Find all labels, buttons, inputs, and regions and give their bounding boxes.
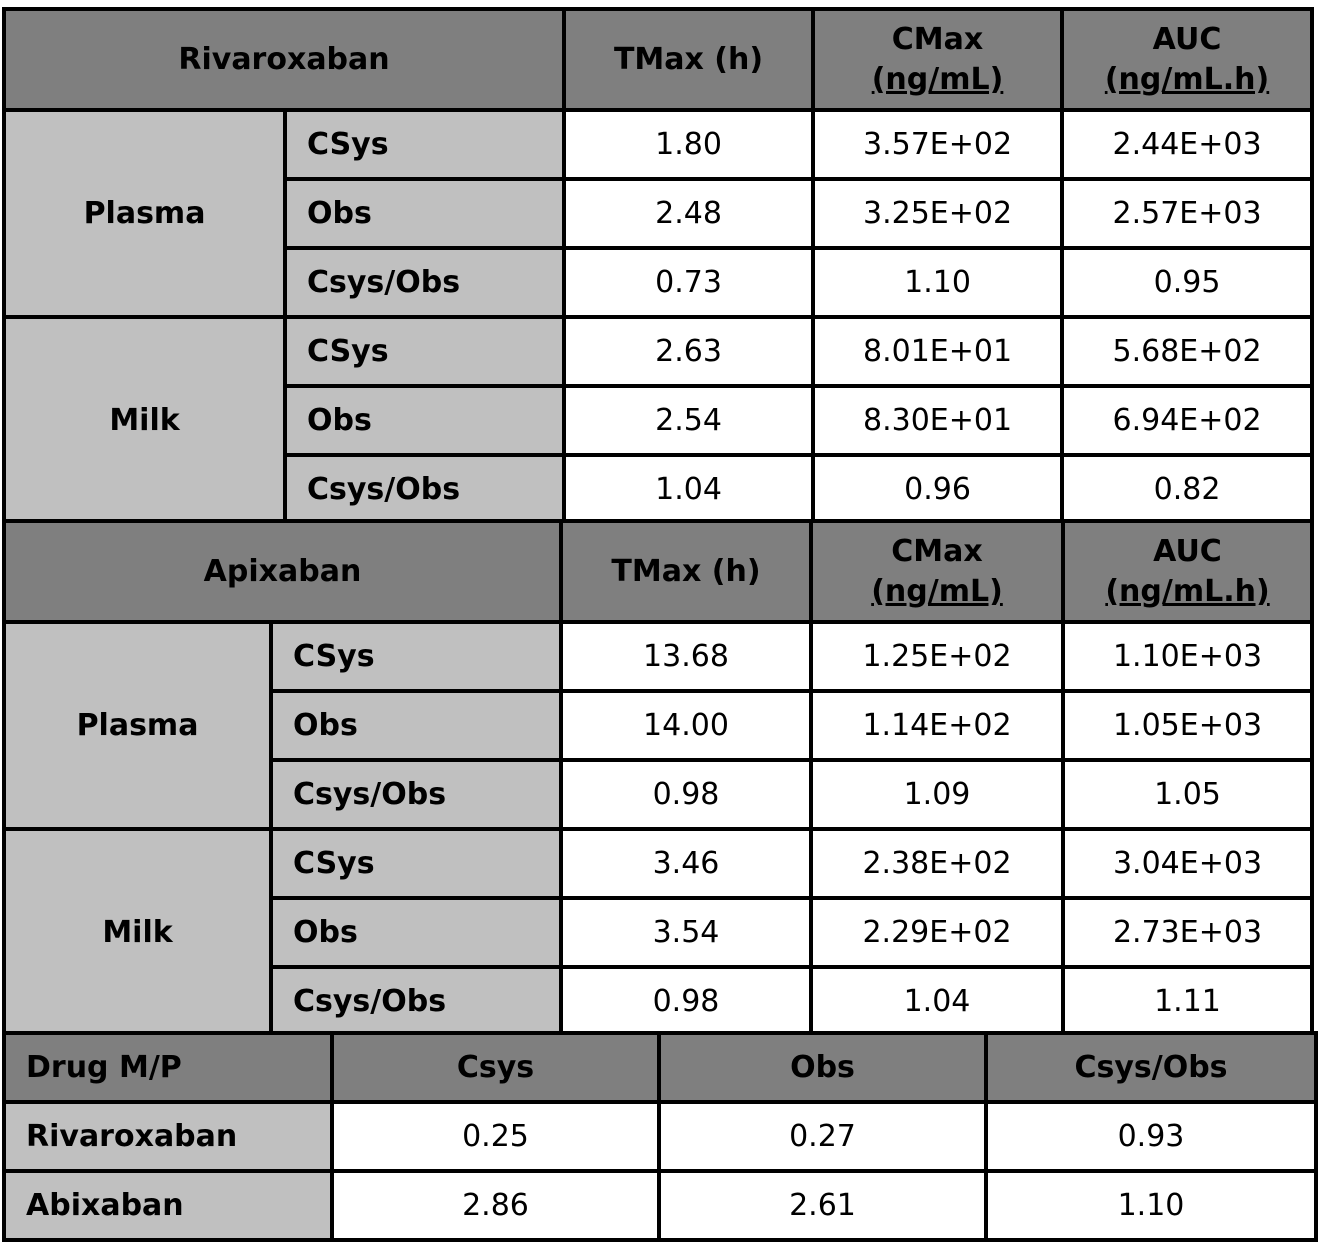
table-row: Plasma CSys 1.80 3.57E+02 2.44E+03 bbox=[2, 108, 1315, 319]
cmax-value: 1.14E+02 bbox=[809, 689, 1065, 762]
auc-value: 5.68E+02 bbox=[1060, 315, 1315, 388]
mp-csys-value: 0.25 bbox=[330, 1100, 661, 1173]
auc-header: AUC (ng/mL.h) bbox=[1061, 519, 1314, 624]
row-label: Csys/Obs bbox=[282, 246, 567, 319]
table-row: Csys/Obs 0.98 1.04 1.11 bbox=[4, 965, 1314, 1038]
row-label: CSys bbox=[269, 620, 563, 693]
cmax-value: 2.29E+02 bbox=[809, 896, 1065, 969]
row-label: Csys/Obs bbox=[269, 758, 563, 831]
table-row: Abixaban 2.86 2.61 1.10 bbox=[2, 1169, 1318, 1242]
tmax-value: 3.46 bbox=[559, 827, 813, 900]
rivaroxaban-table: Rivaroxaban TMax (h) CMax (ng/mL) AUC (ng/… bbox=[1, 7, 1315, 526]
tmax-value: 0.98 bbox=[559, 965, 813, 1038]
cmax-value: 1.25E+02 bbox=[809, 620, 1065, 693]
rivaroxaban-header-row: Rivaroxaban TMax (h) CMax (ng/mL) AUC (ng/… bbox=[1, 7, 1315, 112]
group-label: Milk bbox=[2, 827, 273, 1038]
mp-csys-header: Csys bbox=[330, 1031, 661, 1104]
tmax-value: 2.63 bbox=[562, 315, 816, 388]
table-row: Obs 14.00 1.14E+02 1.05E+03 bbox=[4, 689, 1314, 762]
tmax-value: 2.54 bbox=[562, 384, 816, 457]
row-label: CSys bbox=[282, 315, 567, 388]
tmax-value: 1.04 bbox=[562, 453, 816, 526]
cmax-value: 1.04 bbox=[809, 965, 1065, 1038]
mp-drug-header: Drug M/P bbox=[2, 1031, 334, 1104]
tmax-value: 3.54 bbox=[559, 896, 813, 969]
cmax-value: 0.96 bbox=[811, 453, 1065, 526]
row-label: Obs bbox=[269, 896, 563, 969]
mp-drug-label: Rivaroxaban bbox=[2, 1100, 334, 1173]
cmax-value: 1.10 bbox=[811, 246, 1065, 319]
row-label: CSys bbox=[269, 827, 563, 900]
tmax-value: 14.00 bbox=[559, 689, 813, 762]
mp-drug-label: Abixaban bbox=[2, 1169, 334, 1242]
row-label: Obs bbox=[269, 689, 563, 762]
tmax-value: 1.80 bbox=[562, 108, 816, 181]
cmax-value: 3.57E+02 bbox=[811, 108, 1065, 181]
tmax-header: TMax (h) bbox=[562, 7, 816, 112]
drug-name-cell: Apixaban bbox=[2, 519, 563, 624]
table-row: Milk CSys 3.46 2.38E+02 3.04E+03 bbox=[2, 827, 1314, 1038]
mp-ratio-value: 0.93 bbox=[984, 1100, 1318, 1173]
table-row: Obs 3.54 2.29E+02 2.73E+03 bbox=[4, 896, 1314, 969]
table-row: Milk CSys 2.63 8.01E+01 5.68E+02 bbox=[2, 315, 1315, 526]
cmax-value: 8.30E+01 bbox=[811, 384, 1065, 457]
mp-obs-header: Obs bbox=[657, 1031, 988, 1104]
cmax-header: CMax (ng/mL) bbox=[811, 7, 1065, 112]
table-row: Csys/Obs 0.98 1.09 1.05 bbox=[4, 758, 1314, 831]
row-label: Obs bbox=[282, 384, 567, 457]
auc-value: 1.05E+03 bbox=[1061, 689, 1314, 762]
group-label: Plasma bbox=[2, 108, 287, 319]
cmax-value: 2.38E+02 bbox=[809, 827, 1065, 900]
auc-value: 1.05 bbox=[1061, 758, 1314, 831]
group-label: Milk bbox=[2, 315, 287, 526]
cmax-value: 1.09 bbox=[809, 758, 1065, 831]
auc-value: 2.73E+03 bbox=[1061, 896, 1314, 969]
table-row: Plasma CSys 13.68 1.25E+02 1.10E+03 bbox=[2, 620, 1314, 831]
tmax-header: TMax (h) bbox=[559, 519, 813, 624]
tmax-value: 0.98 bbox=[559, 758, 813, 831]
row-label: Csys/Obs bbox=[282, 453, 567, 526]
drug-name-cell: Rivaroxaban bbox=[1, 7, 567, 112]
auc-value: 1.10E+03 bbox=[1061, 620, 1314, 693]
cmax-header: CMax (ng/mL) bbox=[809, 519, 1065, 624]
group-label: Plasma bbox=[2, 620, 273, 831]
row-label: Csys/Obs bbox=[269, 965, 563, 1038]
row-label: Obs bbox=[282, 177, 567, 250]
tmax-value: 2.48 bbox=[562, 177, 816, 250]
auc-value: 2.44E+03 bbox=[1060, 108, 1315, 181]
mp-csys-value: 2.86 bbox=[330, 1169, 661, 1242]
auc-value: 0.82 bbox=[1060, 453, 1315, 526]
auc-value: 2.57E+03 bbox=[1060, 177, 1315, 250]
table-row: Obs 2.54 8.30E+01 6.94E+02 bbox=[4, 384, 1315, 457]
table-row: Obs 2.48 3.25E+02 2.57E+03 bbox=[4, 177, 1315, 250]
apixaban-table: Apixaban TMax (h) CMax (ng/mL) AUC (ng/mL.… bbox=[2, 519, 1314, 1038]
auc-value: 0.95 bbox=[1060, 246, 1315, 319]
cmax-value: 3.25E+02 bbox=[811, 177, 1065, 250]
auc-header: AUC (ng/mL.h) bbox=[1060, 7, 1315, 112]
cmax-value: 8.01E+01 bbox=[811, 315, 1065, 388]
tmax-value: 13.68 bbox=[559, 620, 813, 693]
apixaban-header-row: Apixaban TMax (h) CMax (ng/mL) AUC (ng/mL.… bbox=[2, 519, 1314, 624]
mp-obs-value: 0.27 bbox=[657, 1100, 988, 1173]
auc-value: 6.94E+02 bbox=[1060, 384, 1315, 457]
table-row: Csys/Obs 0.73 1.10 0.95 bbox=[4, 246, 1315, 319]
table-row: Rivaroxaban 0.25 0.27 0.93 bbox=[2, 1100, 1318, 1173]
mp-ratio-value: 1.10 bbox=[984, 1169, 1318, 1242]
mp-ratio-header: Csys/Obs bbox=[984, 1031, 1318, 1104]
auc-value: 1.11 bbox=[1061, 965, 1314, 1038]
drug-mp-table: Drug M/P Csys Obs Csys/Obs Rivaroxaban 0… bbox=[2, 1031, 1318, 1242]
row-label: CSys bbox=[282, 108, 567, 181]
auc-value: 3.04E+03 bbox=[1061, 827, 1314, 900]
mp-header-row: Drug M/P Csys Obs Csys/Obs bbox=[2, 1031, 1318, 1104]
mp-obs-value: 2.61 bbox=[657, 1169, 988, 1242]
tmax-value: 0.73 bbox=[562, 246, 816, 319]
